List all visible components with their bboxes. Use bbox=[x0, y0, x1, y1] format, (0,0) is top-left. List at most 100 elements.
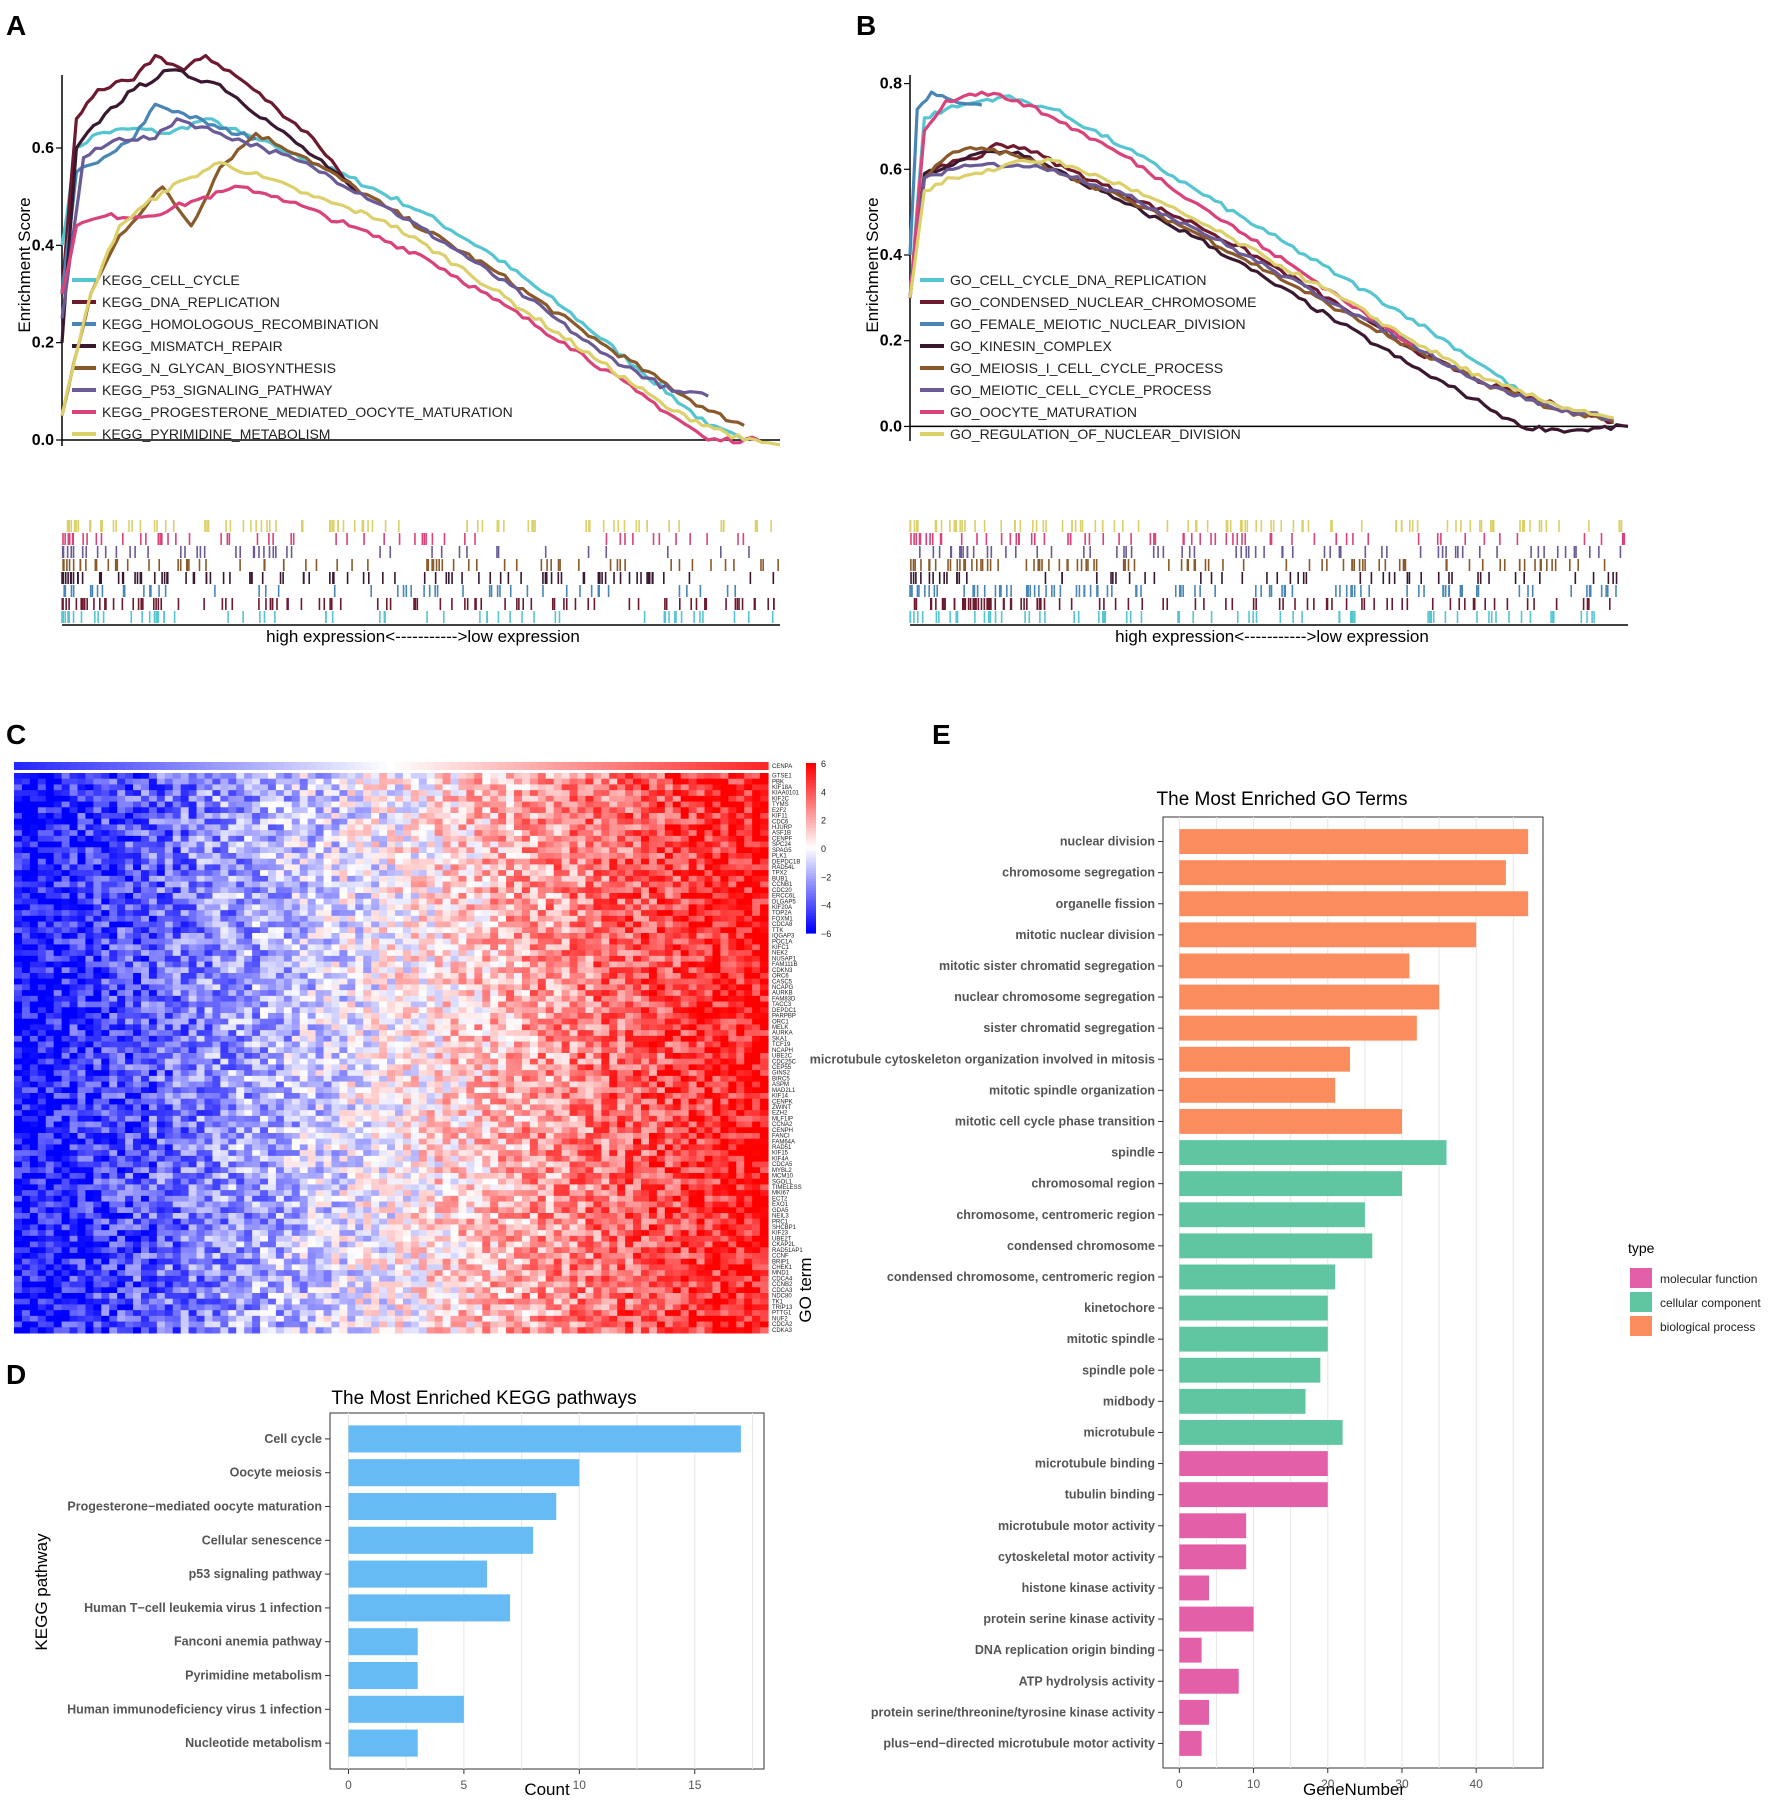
heatmap-cell bbox=[664, 835, 674, 843]
heatmap-cell bbox=[585, 875, 594, 883]
heatmap-cell bbox=[299, 818, 309, 825]
heatmap-cell bbox=[704, 915, 714, 923]
heatmap-cell bbox=[490, 813, 499, 820]
heatmap-cell bbox=[204, 853, 214, 860]
heatmap-cell bbox=[85, 910, 94, 917]
heatmap-cell bbox=[712, 938, 721, 945]
heatmap-cell bbox=[323, 927, 333, 934]
heatmap-cell bbox=[648, 778, 658, 785]
heatmap-cell bbox=[633, 915, 642, 923]
heatmap-cell bbox=[664, 933, 674, 940]
heatmap-cell bbox=[553, 858, 563, 865]
heatmap-cell bbox=[537, 870, 547, 877]
heatmap-cell bbox=[236, 870, 245, 877]
heatmap-cell bbox=[252, 807, 261, 814]
heatmap-cell bbox=[291, 881, 301, 888]
panel-label-d: D bbox=[6, 1359, 26, 1390]
heatmap-top-gene: CENPA bbox=[772, 764, 792, 770]
heatmap-cell bbox=[736, 950, 745, 957]
heatmap-cell bbox=[434, 841, 444, 848]
heatmap-cell bbox=[355, 910, 364, 917]
heatmap-cell bbox=[688, 784, 698, 791]
heatmap-cell bbox=[125, 835, 134, 843]
heatmap-cell bbox=[760, 818, 769, 825]
heatmap-cell bbox=[252, 790, 261, 797]
heatmap-cell bbox=[117, 864, 126, 871]
heatmap-cell bbox=[212, 887, 221, 894]
heatmap-cell bbox=[61, 773, 71, 780]
heatmap-cell bbox=[593, 933, 602, 940]
heatmap-cell bbox=[148, 950, 158, 957]
heatmap-cell bbox=[204, 973, 214, 980]
heatmap-cell bbox=[434, 921, 444, 928]
heatmap-cell bbox=[664, 898, 674, 905]
heatmap-cell bbox=[585, 961, 594, 968]
heatmap-cell bbox=[45, 870, 55, 877]
heatmap-cell bbox=[21, 813, 31, 820]
heatmap-cell bbox=[450, 790, 460, 797]
heatmap-cell bbox=[466, 978, 475, 985]
heatmap-cell bbox=[529, 921, 539, 928]
heatmap-cell bbox=[133, 978, 142, 985]
heatmap-cell bbox=[545, 944, 555, 951]
heatmap-cell bbox=[109, 881, 118, 888]
heatmap-cell bbox=[482, 784, 491, 791]
heatmap-cell bbox=[196, 887, 206, 894]
heatmap-cell bbox=[61, 870, 71, 877]
heatmap-cell bbox=[21, 870, 31, 877]
heatmap-cell bbox=[394, 927, 404, 934]
heatmap-cell bbox=[569, 870, 579, 877]
heatmap-cell bbox=[299, 893, 309, 900]
heatmap-cell bbox=[109, 955, 118, 963]
heatmap-cell bbox=[101, 818, 110, 825]
heatmap-annotation-cell bbox=[529, 762, 539, 770]
heatmap-cell bbox=[450, 984, 460, 991]
heatmap-cell bbox=[164, 870, 174, 877]
heatmap-cell bbox=[561, 778, 571, 785]
heatmap-cell bbox=[299, 990, 309, 997]
heatmap-cell bbox=[426, 978, 436, 985]
heatmap-cell bbox=[85, 927, 94, 934]
heatmap-cell bbox=[648, 881, 658, 888]
heatmap-cell bbox=[394, 967, 404, 974]
heatmap-cell bbox=[77, 813, 87, 820]
heatmap-cell bbox=[148, 841, 158, 848]
heatmap-cell bbox=[617, 887, 626, 894]
heatmap-cell bbox=[704, 801, 714, 808]
heatmap-cell bbox=[561, 978, 571, 985]
heatmap-cell bbox=[387, 898, 396, 905]
gsea-legend-label: KEGG_N_GLYCAN_BIOSYNTHESIS bbox=[102, 360, 336, 376]
heatmap-cell bbox=[37, 967, 47, 974]
heatmap-cell bbox=[696, 904, 706, 911]
heatmap-cell bbox=[387, 864, 396, 871]
heatmap-cell bbox=[331, 778, 341, 785]
heatmap-cell bbox=[69, 893, 79, 900]
heatmap-cell bbox=[442, 875, 452, 883]
heatmap-cell bbox=[21, 973, 31, 980]
heatmap-cell bbox=[109, 830, 118, 837]
heatmap-cell bbox=[410, 847, 420, 854]
heatmap-cell bbox=[307, 773, 317, 780]
heatmap-cell bbox=[45, 801, 55, 808]
heatmap-cell bbox=[529, 801, 539, 808]
heatmap-cell bbox=[252, 773, 261, 780]
heatmap-cell bbox=[291, 973, 301, 980]
heatmap-cell bbox=[728, 933, 737, 940]
heatmap-cell bbox=[418, 978, 428, 985]
heatmap-cell bbox=[212, 858, 221, 865]
heatmap-cell bbox=[506, 835, 515, 843]
heatmap-cell bbox=[220, 784, 229, 791]
heatmap-annotation-cell bbox=[69, 762, 79, 770]
heatmap-cell bbox=[307, 875, 317, 883]
heatmap-cell bbox=[212, 881, 221, 888]
heatmap-annotation-cell bbox=[498, 762, 507, 770]
heatmap-cell bbox=[537, 887, 547, 894]
heatmap-cell bbox=[228, 973, 237, 980]
heatmap-cell bbox=[410, 853, 420, 860]
heatmap-cell bbox=[696, 795, 706, 803]
heatmap-cell bbox=[641, 933, 650, 940]
heatmap-cell bbox=[180, 944, 190, 951]
heatmap-cell bbox=[387, 887, 396, 894]
heatmap-cell bbox=[299, 795, 309, 803]
heatmap-cell bbox=[625, 790, 634, 797]
